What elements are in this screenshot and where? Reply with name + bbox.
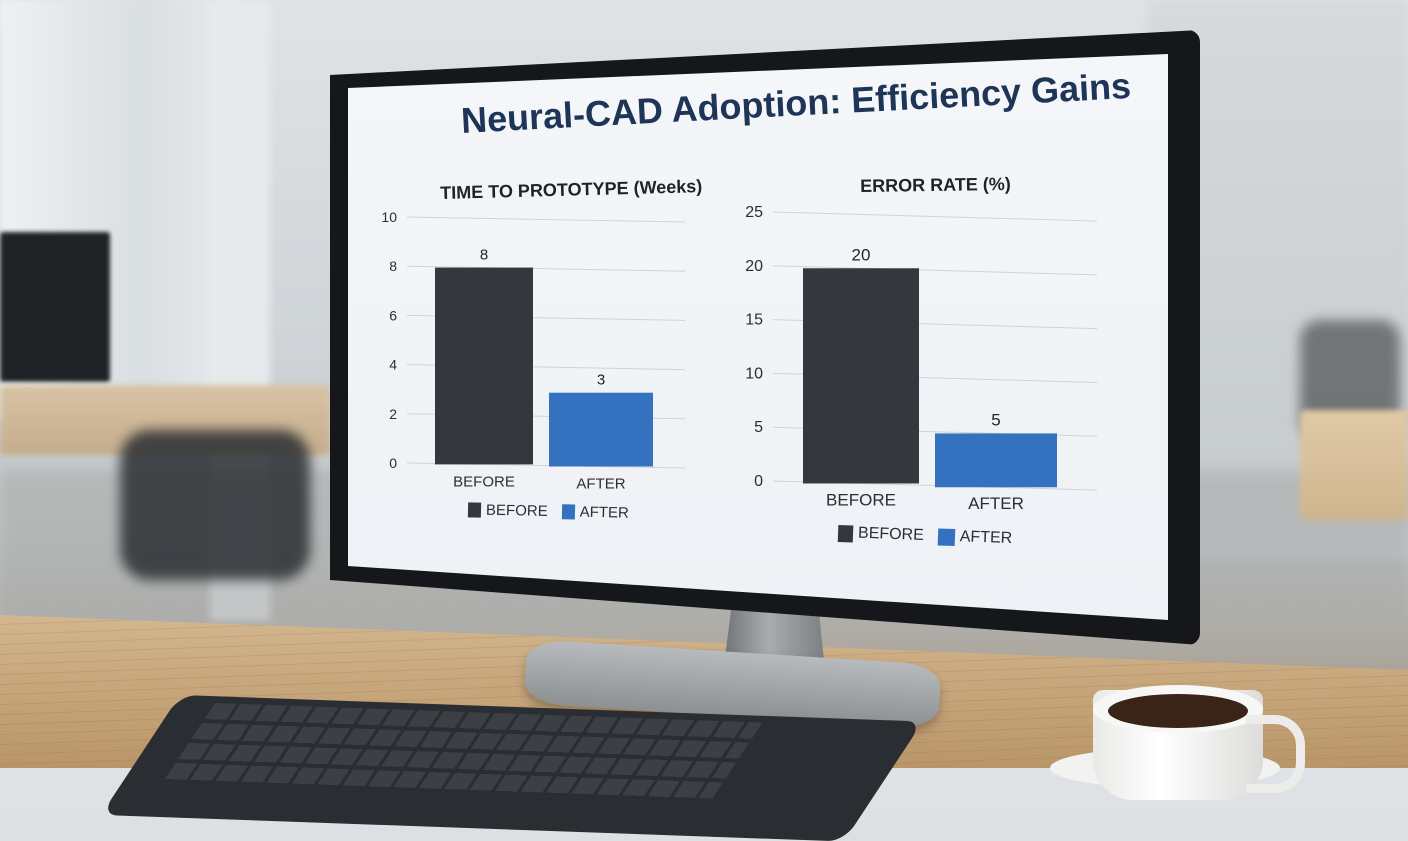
y-tick-label: 6 (389, 307, 397, 323)
gridline (772, 265, 1098, 276)
x-category-label: BEFORE (453, 473, 515, 490)
y-tick-label: 0 (754, 473, 763, 490)
bar-before (803, 268, 919, 484)
legend-item-after: AFTER (937, 527, 1013, 548)
y-tick-label: 10 (745, 365, 763, 382)
legend-swatch-after (561, 504, 575, 520)
y-tick-label: 0 (389, 455, 397, 471)
data-label: 5 (991, 410, 1000, 429)
legend-label-before: BEFORE (485, 501, 548, 520)
time-to-prototype-chart: 0 2 4 6 8 10 8 BEFORE 3 AFTER (381, 209, 686, 492)
legend-swatch-after (937, 527, 956, 546)
bar-after (935, 433, 1057, 488)
legend-time: BEFORE AFTER (467, 501, 630, 522)
coffee (1108, 694, 1248, 728)
x-category-label: BEFORE (826, 490, 896, 509)
y-tick-label: 2 (389, 406, 397, 422)
data-label: 20 (852, 245, 871, 264)
legend-label-after: AFTER (959, 528, 1013, 548)
legend-item-before: BEFORE (837, 524, 925, 545)
error-rate-chart: 0 5 10 15 20 25 20 BEFORE 5 AFTER (745, 204, 1098, 513)
bar-before (435, 267, 533, 465)
y-tick-label: 4 (389, 357, 397, 373)
x-category-label: AFTER (576, 475, 625, 492)
background-chair (120, 430, 310, 580)
gridline (406, 265, 686, 272)
legend-item-before: BEFORE (467, 501, 548, 520)
gridline (406, 216, 686, 223)
data-label: 3 (597, 372, 605, 389)
legend-swatch-before (837, 524, 854, 542)
background-desk-right (1300, 410, 1408, 520)
background-monitor (0, 232, 110, 382)
coffee-cup-handle (1246, 715, 1305, 793)
legend-label-after: AFTER (579, 503, 630, 522)
legend-label-before: BEFORE (857, 524, 925, 544)
y-tick-label: 15 (745, 312, 763, 329)
legend-swatch-before (467, 502, 482, 518)
gridline (772, 211, 1098, 222)
y-tick-label: 5 (754, 419, 763, 436)
y-tick-label: 20 (745, 258, 763, 275)
legend-item-after: AFTER (561, 503, 630, 522)
data-label: 8 (480, 247, 488, 264)
y-tick-label: 8 (389, 258, 397, 274)
y-tick-label: 25 (745, 204, 763, 221)
bar-after (549, 392, 653, 467)
y-tick-label: 10 (381, 209, 397, 225)
x-category-label: AFTER (968, 494, 1024, 513)
chart-title-error: ERROR RATE (%) (860, 173, 1011, 196)
